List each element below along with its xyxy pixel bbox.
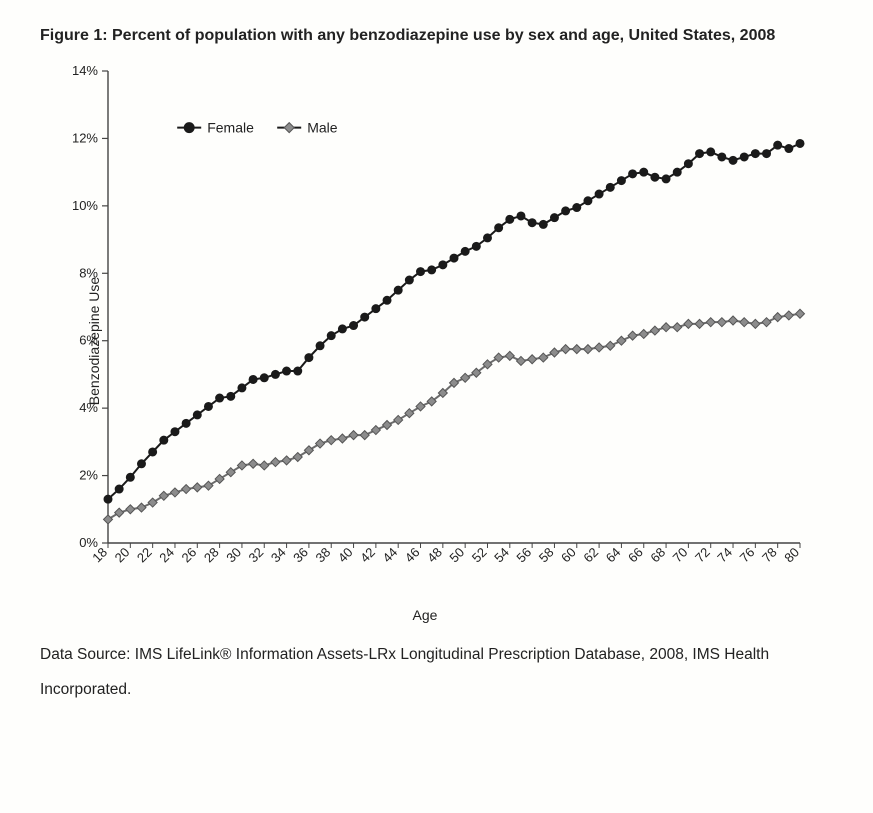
x-tick-label: 28 bbox=[201, 544, 222, 565]
x-tick-label: 52 bbox=[469, 544, 490, 565]
x-tick-label: 24 bbox=[156, 544, 177, 565]
x-tick-label: 56 bbox=[513, 544, 534, 565]
legend-label-male: Male bbox=[307, 119, 338, 135]
x-tick-label: 48 bbox=[424, 544, 445, 565]
x-axis-label: Age bbox=[413, 607, 438, 623]
x-tick-label: 46 bbox=[402, 544, 423, 565]
x-tick-label: 60 bbox=[558, 544, 579, 565]
x-tick-label: 68 bbox=[647, 544, 668, 565]
figure-page: Figure 1: Percent of population with any… bbox=[0, 0, 873, 813]
y-tick-label: 12% bbox=[72, 130, 98, 145]
y-tick-label: 10% bbox=[72, 198, 98, 213]
x-tick-label: 30 bbox=[223, 544, 244, 565]
x-tick-label: 34 bbox=[268, 544, 289, 565]
x-tick-label: 50 bbox=[446, 544, 467, 565]
x-tick-label: 78 bbox=[759, 544, 780, 565]
legend: Female Male bbox=[177, 119, 338, 135]
data-source-caption: Data Source: IMS LifeLink® Information A… bbox=[40, 637, 845, 708]
x-tick-label: 36 bbox=[290, 544, 311, 565]
x-tick-label: 66 bbox=[625, 544, 646, 565]
x-tick-label: 72 bbox=[692, 544, 713, 565]
x-tick-label: 80 bbox=[781, 544, 802, 565]
x-tick-label: 58 bbox=[536, 544, 557, 565]
x-tick-label: 44 bbox=[379, 544, 400, 565]
x-tick-label: 22 bbox=[134, 544, 155, 565]
legend-label-female: Female bbox=[207, 119, 254, 135]
x-tick-label: 40 bbox=[335, 544, 356, 565]
x-tick-label: 62 bbox=[580, 544, 601, 565]
y-axis-label: Benzodiazepine Use bbox=[86, 277, 102, 405]
x-tick-label: 32 bbox=[246, 544, 267, 565]
x-tick-label: 20 bbox=[112, 544, 133, 565]
figure-title: Figure 1: Percent of population with any… bbox=[40, 18, 845, 55]
series-male bbox=[104, 309, 805, 524]
x-tick-label: 42 bbox=[357, 544, 378, 565]
x-tick-label: 70 bbox=[670, 544, 691, 565]
x-tick-label: 76 bbox=[737, 544, 758, 565]
line-chart: 0%2%4%6%8%10%12%14%182022242628303234363… bbox=[30, 61, 820, 621]
x-tick-label: 26 bbox=[179, 544, 200, 565]
chart-container: Benzodiazepine Use 0%2%4%6%8%10%12%14%18… bbox=[30, 61, 820, 621]
x-tick-label: 38 bbox=[313, 544, 334, 565]
x-tick-label: 64 bbox=[603, 544, 624, 565]
y-tick-label: 14% bbox=[72, 63, 98, 78]
x-tick-label: 54 bbox=[491, 544, 512, 565]
y-tick-label: 2% bbox=[79, 467, 98, 482]
x-tick-label: 74 bbox=[714, 544, 735, 565]
